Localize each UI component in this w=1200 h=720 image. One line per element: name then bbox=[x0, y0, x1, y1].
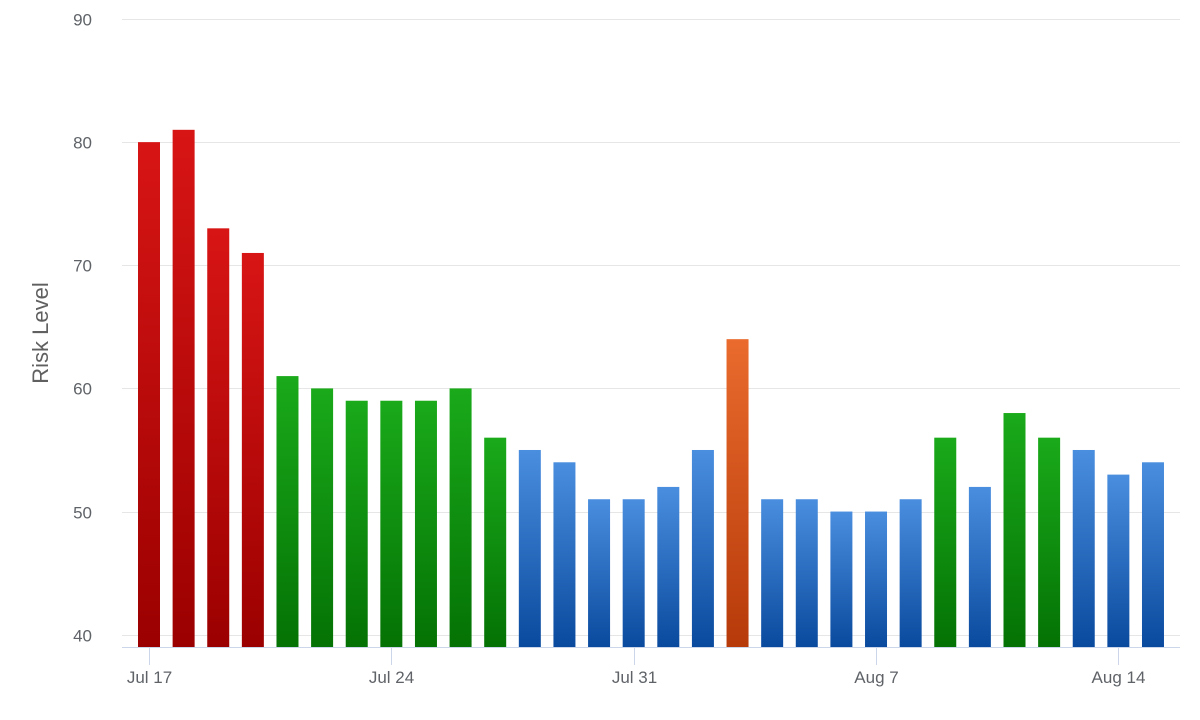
y-tick-label: 50 bbox=[73, 504, 92, 523]
bar bbox=[138, 142, 160, 647]
bar bbox=[968, 486, 991, 647]
bar bbox=[691, 449, 714, 647]
bar bbox=[345, 400, 368, 647]
bars bbox=[138, 129, 1164, 647]
x-tick-label: Aug 14 bbox=[1092, 668, 1146, 687]
x-tick-label: Jul 31 bbox=[612, 668, 657, 687]
bar bbox=[726, 339, 749, 647]
x-tick-label: Jul 24 bbox=[369, 668, 414, 687]
bar bbox=[1072, 449, 1095, 647]
bar bbox=[380, 400, 403, 647]
bar bbox=[657, 486, 680, 647]
bar bbox=[1003, 413, 1026, 647]
bar bbox=[311, 388, 334, 647]
bar bbox=[207, 228, 230, 647]
x-axis: Jul 17 Jul 24 Jul 31 Aug 7 Aug 14 bbox=[122, 647, 1180, 687]
x-tick-label: Aug 7 bbox=[854, 668, 898, 687]
y-axis-tick-labels: 40 50 60 70 80 90 bbox=[73, 11, 92, 646]
bar bbox=[899, 499, 922, 647]
bar bbox=[622, 499, 645, 647]
y-tick-label: 70 bbox=[73, 257, 92, 276]
bar bbox=[830, 511, 853, 647]
bar bbox=[1107, 474, 1130, 647]
y-tick-label: 80 bbox=[73, 134, 92, 153]
bar bbox=[484, 437, 507, 647]
bar bbox=[172, 129, 195, 647]
bar bbox=[588, 499, 611, 647]
bar bbox=[241, 252, 264, 647]
bar bbox=[1038, 437, 1061, 647]
bar bbox=[934, 437, 957, 647]
bar bbox=[865, 511, 888, 647]
bar bbox=[276, 376, 299, 647]
y-tick-label: 90 bbox=[73, 11, 92, 30]
y-tick-label: 60 bbox=[73, 380, 92, 399]
bar bbox=[553, 462, 576, 647]
bar bbox=[1141, 462, 1164, 647]
bar bbox=[761, 499, 784, 647]
y-tick-label: 40 bbox=[73, 627, 92, 646]
bar bbox=[414, 400, 437, 647]
bar bbox=[795, 499, 818, 647]
bar bbox=[518, 449, 541, 647]
bar bbox=[449, 388, 472, 647]
x-tick-label: Jul 17 bbox=[127, 668, 172, 687]
y-axis-title: Risk Level bbox=[28, 282, 53, 383]
